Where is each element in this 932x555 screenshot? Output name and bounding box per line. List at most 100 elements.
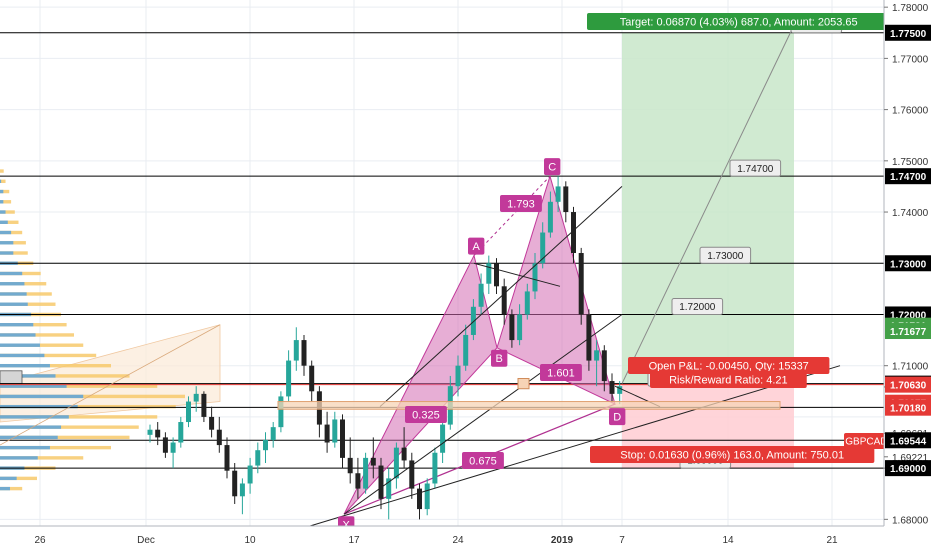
time-tick-label: 17 [348,535,360,546]
price-tick-label: 1.78000 [892,3,929,14]
candle-body [486,263,492,284]
ratio-label-bg [462,452,504,469]
profile-box [0,370,23,385]
profile-up-bar [0,476,37,481]
overlays [0,24,841,527]
small-box [517,377,530,390]
candle-body [586,314,592,361]
projection-label: 1.74700 [737,164,774,175]
price-line-badge: 1.73000 [890,259,927,270]
profile-up-bar [0,456,84,460]
time-tick-label: 24 [452,535,464,546]
profile-up-bar [0,384,158,388]
rr-label-bg [650,371,807,388]
price-tick-label: 1.76000 [892,106,929,117]
candle-body [293,340,299,361]
profile-down-bar [0,189,4,194]
projection-label-bg [699,246,752,264]
candle-body [263,439,268,451]
profile-down-bar [0,425,62,429]
candle-body [609,381,615,394]
candle-body [355,473,361,489]
profile-down-bar [0,394,84,399]
candle-body [270,427,276,440]
candle-body [494,263,499,287]
point-a-label-bg [468,237,485,255]
support-box [277,401,781,410]
candle-body [224,445,230,471]
price-line-badge: 1.69544 [890,436,927,447]
projection-label: 1.73000 [707,251,744,262]
candle-body [278,396,284,428]
profile-up-bar [0,363,111,368]
profile-up-bar [0,179,6,184]
candle-body [216,429,222,446]
axis-badge-bg [885,323,931,340]
candle-body [524,291,530,315]
profile-up-bar [0,189,10,194]
candle-body [201,393,207,417]
profile-down-bar [0,384,67,388]
price-line-badge: 1.77500 [890,29,927,40]
time-tick-label: 7 [619,535,625,546]
volume-profile [0,169,221,491]
time-axis[interactable]: 26 Dec 10 17 24 2019 7 14 21 [0,525,932,550]
profile-down-bar [0,302,28,306]
stop-label-bg [590,446,875,463]
candle-body [594,350,600,361]
profile-down-bar [0,292,27,296]
ratio-label: 1.601 [547,367,575,379]
candle-body [209,416,215,430]
profile-down-bar [0,353,45,358]
profile-down-bar [0,363,50,368]
candle-body [409,460,415,489]
candle-body [478,283,484,307]
pattern-xab [343,254,498,515]
profile-down-bar [0,435,58,440]
candle-body [509,314,515,341]
profile-up-bar [0,394,185,399]
time-tick-label: 26 [34,535,46,546]
candle-body [393,447,399,479]
candle-body [517,314,523,341]
profile-down-bar [0,486,10,491]
candle-body [424,483,430,510]
projection-label: 1.72000 [679,302,716,313]
target-zone [622,32,794,384]
profile-down-bar [0,445,50,450]
profile-down-bar [0,343,40,347]
price-tick-label: 1.71000 [892,362,929,373]
point-d-label: D [613,412,621,424]
candle-body [417,488,422,510]
profile-down-bar [0,251,14,255]
axis-badge: 1.70180 [890,404,927,415]
candle-body [455,365,461,387]
candle-body [309,365,315,392]
profile-up-bar [0,343,84,347]
profile-up-bar [0,333,74,337]
price-tick-label: 1.74000 [892,208,929,219]
ratio-label-bg [405,406,447,423]
profile-up-bar [0,486,23,491]
candle-body [547,201,553,233]
candle-body [555,186,561,202]
price-tick-label: 1.77000 [892,54,929,65]
price-line-badge-bg [885,168,931,185]
candle-body [378,465,384,499]
time-tick-label: 21 [826,535,838,546]
candle-body [193,393,199,402]
profile-up-bar [0,445,111,450]
axis-badge: 1.71677 [890,327,927,338]
candle-body [432,452,438,484]
rr-label: Risk/Reward Ratio: 4.21 [669,374,788,386]
axis-badge: 1.70630 [890,381,927,392]
price-axis[interactable]: 1.78000 1.77000 1.76000 1.75000 1.74000 1.710… [883,0,932,550]
profile-up-bar [0,169,4,173]
candle-body [370,457,376,466]
time-tick-label: 14 [722,535,734,546]
candle-body [617,386,623,394]
price-line-badge-bg [885,24,931,41]
profile-down-bar [0,333,36,337]
